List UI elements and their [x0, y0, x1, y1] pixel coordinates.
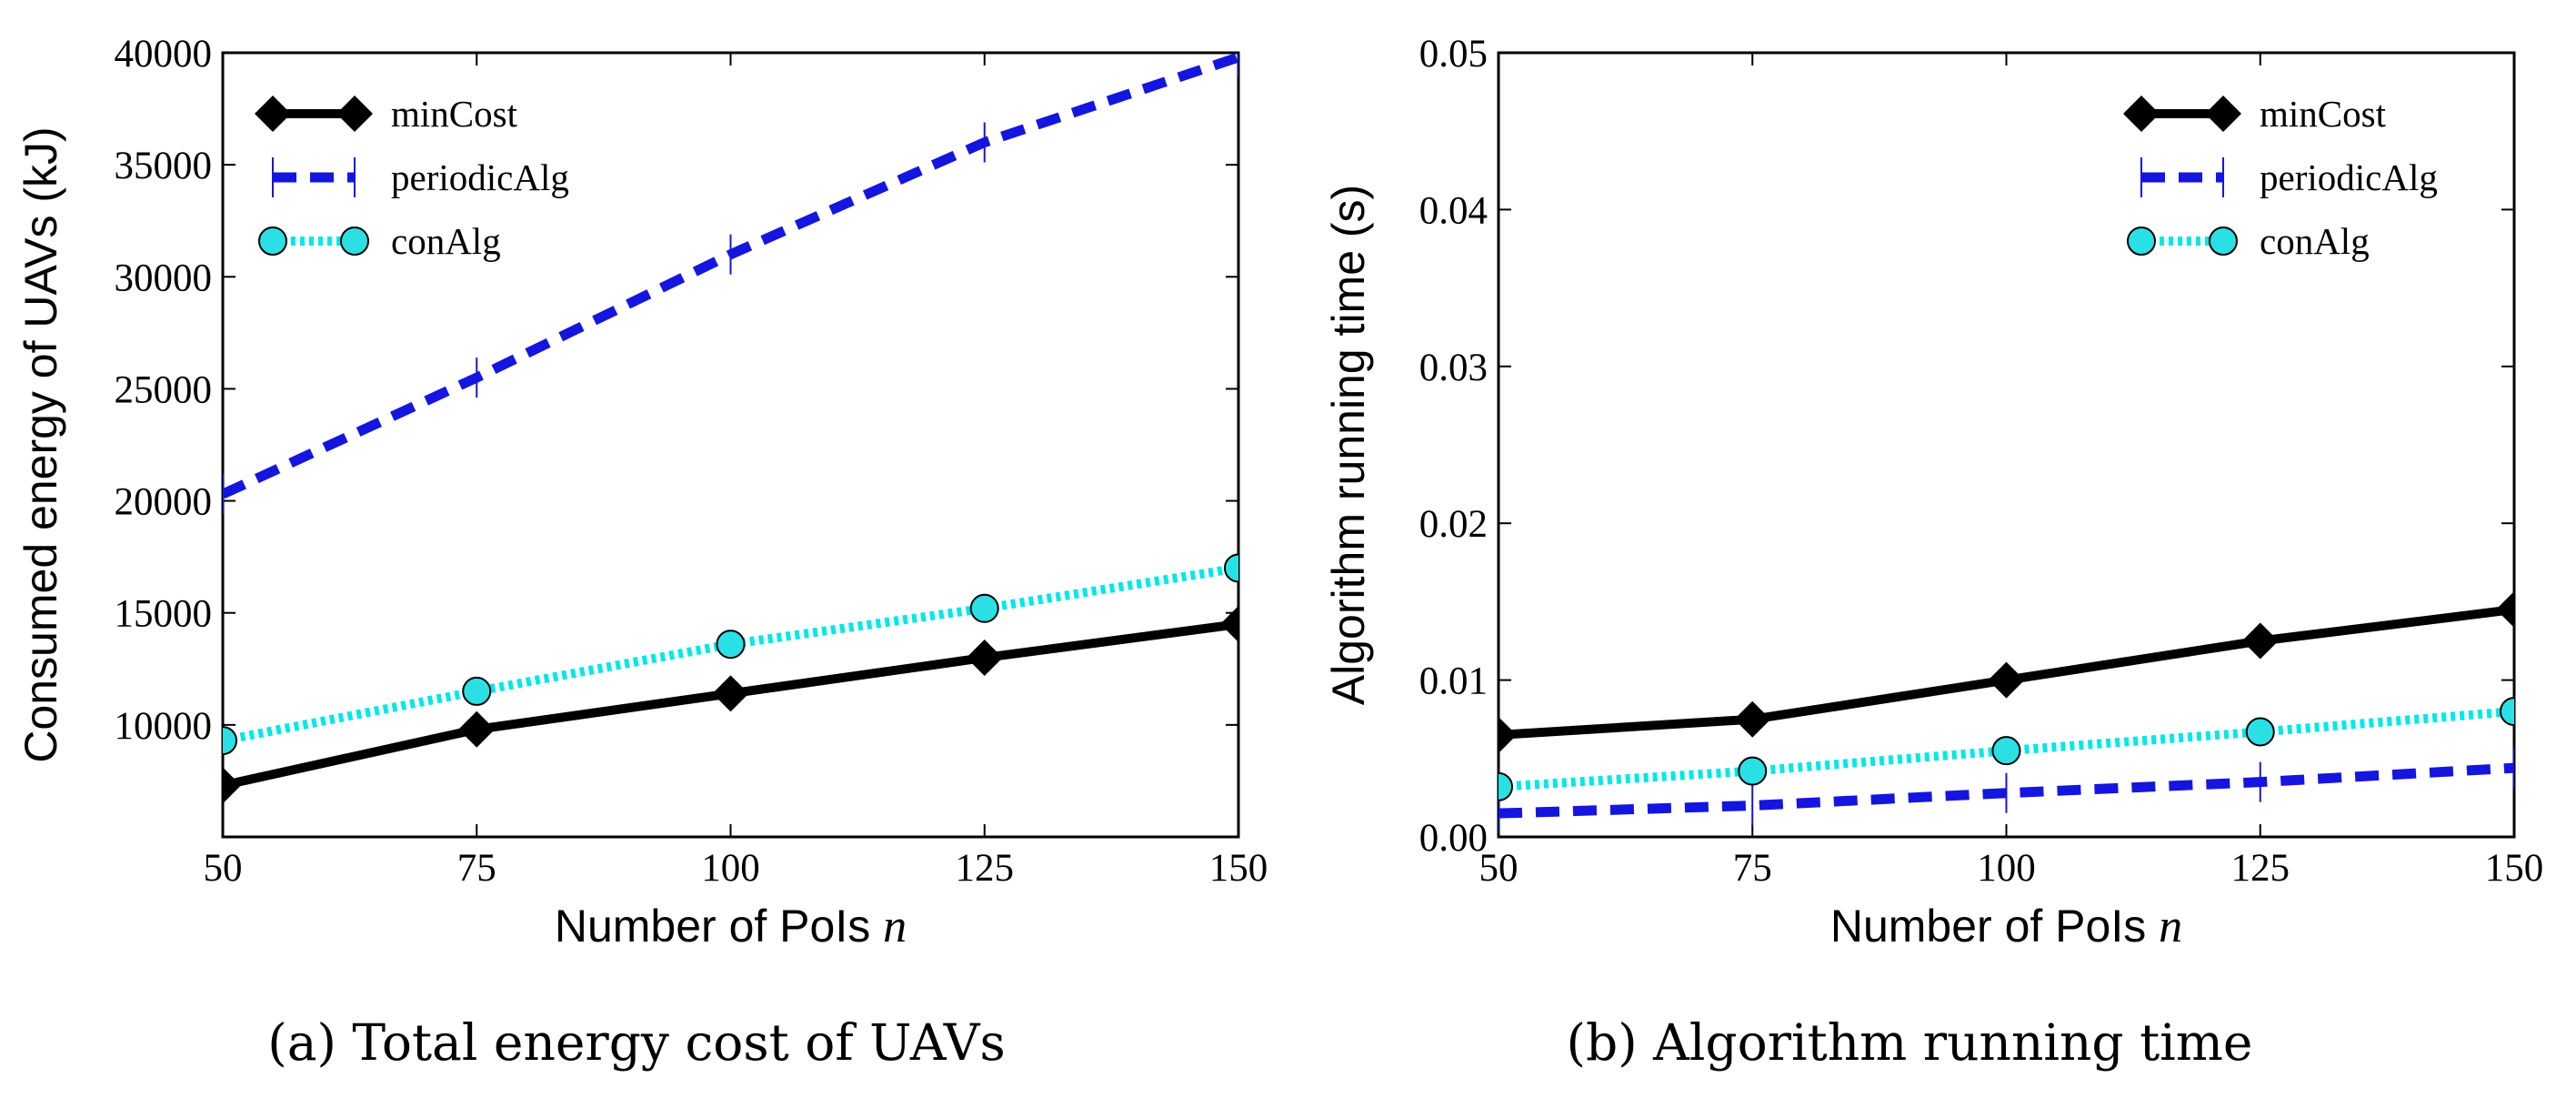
runtime-series-conAlg-line: [1498, 707, 2514, 791]
energy-y-tick-label: 30000: [115, 257, 213, 299]
energy-y-tick-label: 10000: [115, 705, 213, 748]
runtime-point-minCost: [1734, 700, 1771, 738]
energy-y-tick-label: 35000: [115, 145, 213, 187]
runtime-legend-marker-conAlg: [2127, 227, 2156, 256]
energy-legend-marker-minCost: [255, 96, 291, 132]
energy-plot-area: [223, 53, 1238, 804]
energy-point-conAlg: [223, 726, 237, 756]
runtime-y-tick-label: 0.03: [1419, 347, 1488, 389]
energy-point-conAlg: [969, 593, 999, 623]
energy-legend: minCost periodicAlg conAlg: [255, 93, 569, 262]
runtime-x-tick-label: 125: [2231, 847, 2290, 890]
runtime-x-tick-label: 50: [1479, 847, 1519, 890]
energy-legend-label-periodicAlg: periodicAlg: [391, 156, 569, 198]
energy-plot-frame: [221, 51, 1240, 839]
runtime-x-tick-label: 100: [1977, 847, 2036, 890]
energy-y-tick-label: 20000: [115, 481, 213, 524]
runtime-point-conAlg: [1991, 736, 2021, 766]
energy-point-minCost: [458, 710, 496, 748]
runtime-y-tick-label: 0.04: [1419, 189, 1488, 232]
energy-y-tick-label: 15000: [115, 593, 213, 636]
chart-panel-energy: 50 75 100 125 150 10000 15000 20000 25000 30000 35…: [15, 33, 1268, 952]
energy-x-tick-label: 75: [457, 847, 496, 890]
runtime-legend-marker-minCost: [2123, 96, 2160, 132]
runtime-x-tick-label: 75: [1733, 847, 1772, 890]
energy-y-axis-label: Consumed energy of UAVs (kJ): [15, 126, 66, 762]
energy-x-tick-label: 150: [1209, 847, 1268, 890]
runtime-legend-label-minCost: minCost: [2260, 93, 2387, 135]
runtime-y-tick-label: 0.05: [1419, 33, 1488, 76]
energy-y-tick-label: 25000: [115, 368, 213, 411]
runtime-point-minCost: [1498, 716, 1517, 753]
runtime-y-tick-label: 0.02: [1419, 503, 1488, 546]
energy-x-tick-label: 125: [956, 847, 1015, 890]
runtime-x-axis-label: Number of PoIs n: [1830, 901, 2182, 952]
caption-runtime: (b) Algorithm running time: [1567, 1013, 2253, 1072]
energy-point-minCost: [966, 639, 1003, 676]
energy-x-tick-label: 50: [204, 847, 243, 890]
runtime-legend-marker-minCost: [2205, 96, 2241, 132]
energy-legend-label-minCost: minCost: [391, 93, 518, 135]
runtime-legend-marker-conAlg: [2209, 227, 2238, 256]
energy-series-periodicAlg-line: [223, 53, 1238, 499]
energy-legend-marker-conAlg: [258, 227, 287, 256]
runtime-legend-label-conAlg: conAlg: [2260, 220, 2370, 262]
runtime-y-tick-label: 0.00: [1419, 817, 1488, 860]
caption-energy: (a) Total energy cost of UAVs: [267, 1013, 1006, 1072]
energy-legend-marker-minCost: [336, 96, 373, 132]
energy-point-conAlg: [1224, 553, 1238, 583]
runtime-point-minCost: [1988, 661, 2025, 699]
runtime-point-minCost: [2496, 591, 2514, 629]
runtime-legend: minCost periodicAlg conAlg: [2123, 93, 2438, 262]
energy-series-conAlg-line: [223, 563, 1238, 746]
runtime-point-conAlg: [2500, 697, 2514, 727]
runtime-x-tick-label: 150: [2485, 847, 2544, 890]
energy-point-conAlg: [462, 676, 492, 706]
energy-legend-marker-conAlg: [340, 227, 369, 256]
energy-x-tick-label: 100: [701, 847, 760, 890]
energy-point-minCost: [223, 767, 241, 804]
runtime-legend-label-periodicAlg: periodicAlg: [2260, 156, 2438, 198]
energy-point-minCost: [712, 675, 749, 712]
runtime-y-axis-label: Algorithm running time (s): [1323, 185, 1374, 705]
runtime-point-conAlg: [1738, 756, 1768, 786]
chart-panel-runtime: 50 75 100 125 150 0.00 0.01 0.02 0.03 0.04 0.05 Num…: [1323, 33, 2543, 952]
runtime-plot-area: [1498, 591, 2514, 834]
runtime-point-conAlg: [2245, 717, 2275, 747]
energy-point-minCost: [1220, 606, 1238, 643]
energy-legend-label-conAlg: conAlg: [391, 220, 501, 262]
energy-y-tick-label: 40000: [115, 33, 213, 76]
runtime-y-tick-label: 0.01: [1419, 660, 1488, 703]
energy-x-axis-label: Number of PoIs n: [555, 901, 907, 952]
runtime-point-minCost: [2241, 622, 2279, 660]
runtime-point-conAlg: [1498, 771, 1513, 801]
energy-point-conAlg: [716, 630, 746, 660]
